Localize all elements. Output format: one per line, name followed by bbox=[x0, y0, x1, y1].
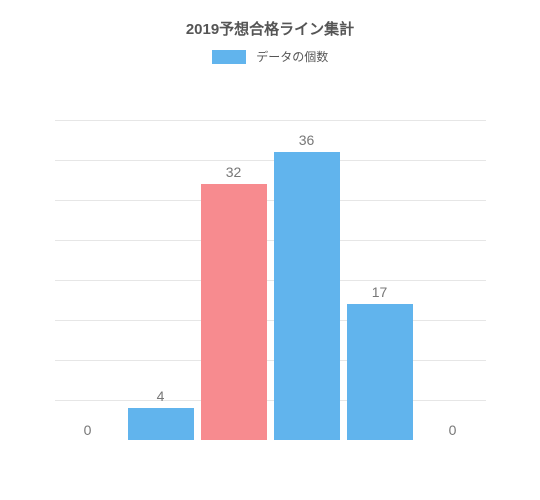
grid-line bbox=[55, 280, 486, 281]
bar-value-label: 32 bbox=[226, 164, 242, 180]
grid-line bbox=[55, 360, 486, 361]
bar bbox=[274, 152, 340, 440]
bar bbox=[347, 304, 413, 440]
bar-value-label: 36 bbox=[299, 132, 315, 148]
grid-line bbox=[55, 320, 486, 321]
grid-line bbox=[55, 120, 486, 121]
grid-line bbox=[55, 160, 486, 161]
legend-swatch bbox=[212, 50, 246, 64]
bar bbox=[128, 408, 194, 440]
bar-value-label: 0 bbox=[84, 422, 92, 438]
grid-line bbox=[55, 240, 486, 241]
grid-line bbox=[55, 200, 486, 201]
legend-label: データの個数 bbox=[256, 48, 328, 65]
chart-title: 2019予想合格ライン集計 bbox=[0, 18, 540, 39]
legend: データの個数 bbox=[0, 48, 540, 66]
chart-plot-area: 0 4 32 36 17 0 bbox=[50, 80, 490, 440]
bar bbox=[201, 184, 267, 440]
grid-line bbox=[55, 400, 486, 401]
bar-value-label: 17 bbox=[372, 284, 388, 300]
bar-value-label: 0 bbox=[449, 422, 457, 438]
bar-value-label: 4 bbox=[157, 388, 165, 404]
